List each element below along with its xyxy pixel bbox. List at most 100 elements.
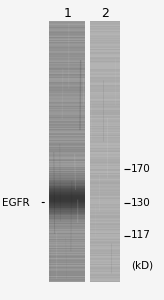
Bar: [49, 197, 85, 198]
Bar: [90, 127, 120, 128]
Bar: [90, 175, 120, 176]
Bar: [49, 227, 85, 228]
Bar: [90, 258, 120, 259]
Bar: [49, 209, 85, 210]
Bar: [90, 31, 120, 32]
Bar: [49, 234, 85, 235]
Bar: [49, 23, 85, 24]
Bar: [90, 242, 120, 243]
Bar: [49, 33, 85, 34]
Bar: [90, 46, 120, 48]
Bar: [49, 184, 85, 185]
Bar: [49, 221, 85, 222]
Bar: [49, 238, 85, 239]
Bar: [49, 215, 85, 216]
Bar: [49, 37, 85, 38]
Bar: [90, 54, 120, 55]
Bar: [49, 217, 85, 218]
Bar: [90, 105, 120, 106]
Bar: [90, 179, 120, 180]
Bar: [49, 77, 85, 78]
Bar: [90, 199, 120, 200]
Bar: [49, 170, 85, 171]
Bar: [49, 171, 85, 172]
Bar: [90, 167, 120, 168]
Bar: [90, 265, 120, 266]
Bar: [90, 170, 120, 171]
Text: (kD): (kD): [131, 260, 153, 271]
Bar: [90, 247, 120, 248]
Bar: [49, 85, 85, 86]
Bar: [90, 257, 120, 258]
Bar: [49, 21, 85, 22]
Bar: [90, 192, 120, 193]
Bar: [90, 119, 120, 120]
Bar: [49, 92, 85, 93]
Bar: [90, 275, 120, 276]
Bar: [49, 145, 85, 146]
Bar: [90, 237, 120, 238]
Bar: [90, 61, 120, 62]
Bar: [90, 78, 120, 79]
Bar: [90, 150, 120, 151]
Bar: [49, 220, 85, 221]
Bar: [90, 123, 120, 124]
Bar: [49, 64, 85, 65]
Bar: [90, 103, 120, 104]
Bar: [90, 131, 120, 132]
Bar: [90, 188, 120, 189]
Bar: [49, 250, 85, 251]
Bar: [49, 185, 85, 186]
Bar: [90, 32, 120, 33]
Bar: [90, 169, 120, 170]
Bar: [49, 100, 85, 101]
Bar: [90, 101, 120, 102]
Bar: [90, 205, 120, 206]
Bar: [49, 195, 85, 196]
Bar: [49, 180, 85, 181]
Bar: [90, 165, 120, 166]
Bar: [90, 268, 120, 269]
Bar: [90, 109, 120, 110]
Bar: [90, 51, 120, 52]
Bar: [90, 176, 120, 177]
Bar: [49, 65, 85, 66]
Bar: [90, 262, 120, 263]
Bar: [90, 22, 120, 23]
Bar: [49, 76, 85, 77]
Bar: [49, 155, 85, 156]
Bar: [49, 84, 85, 85]
Bar: [90, 108, 120, 109]
Bar: [49, 142, 85, 143]
Bar: [90, 278, 120, 279]
Bar: [90, 40, 120, 41]
Bar: [90, 84, 120, 85]
Bar: [90, 201, 120, 202]
Bar: [90, 42, 120, 43]
Bar: [90, 190, 120, 191]
Bar: [49, 81, 85, 83]
Bar: [49, 117, 85, 118]
Bar: [49, 167, 85, 168]
Bar: [90, 251, 120, 252]
Bar: [49, 264, 85, 265]
Bar: [90, 149, 120, 150]
Bar: [49, 59, 85, 60]
Bar: [49, 50, 85, 51]
Bar: [49, 80, 85, 81]
Bar: [49, 161, 85, 162]
Bar: [49, 258, 85, 259]
Bar: [49, 126, 85, 127]
Bar: [90, 142, 120, 143]
Bar: [90, 231, 120, 232]
Bar: [90, 30, 120, 31]
Bar: [49, 232, 85, 233]
Bar: [90, 33, 120, 34]
Bar: [49, 103, 85, 104]
Bar: [49, 166, 85, 167]
Bar: [49, 202, 85, 203]
Bar: [49, 204, 85, 205]
Bar: [90, 29, 120, 30]
Bar: [90, 261, 120, 262]
Bar: [49, 107, 85, 109]
